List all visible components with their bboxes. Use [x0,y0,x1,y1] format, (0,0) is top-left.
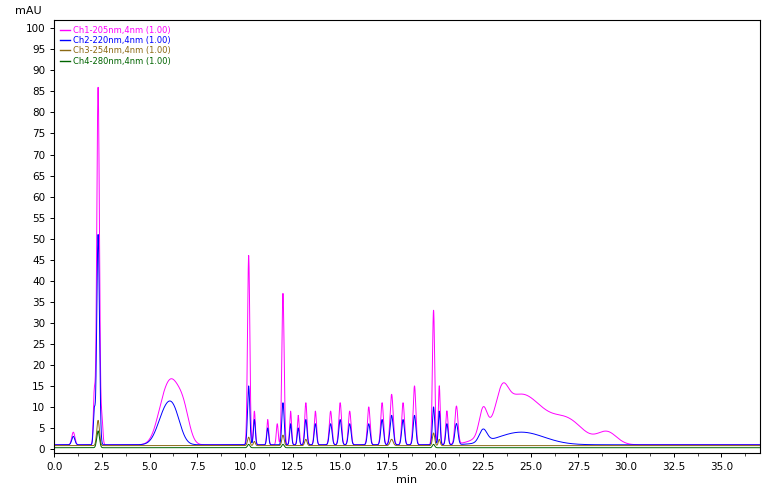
Legend: Ch1-205nm,4nm (1.00), Ch2-220nm,4nm (1.00), Ch3-254nm,4nm (1.00), Ch4-280nm,4nm : Ch1-205nm,4nm (1.00), Ch2-220nm,4nm (1.0… [58,24,172,67]
X-axis label: min: min [396,475,418,485]
Text: mAU: mAU [16,5,42,15]
